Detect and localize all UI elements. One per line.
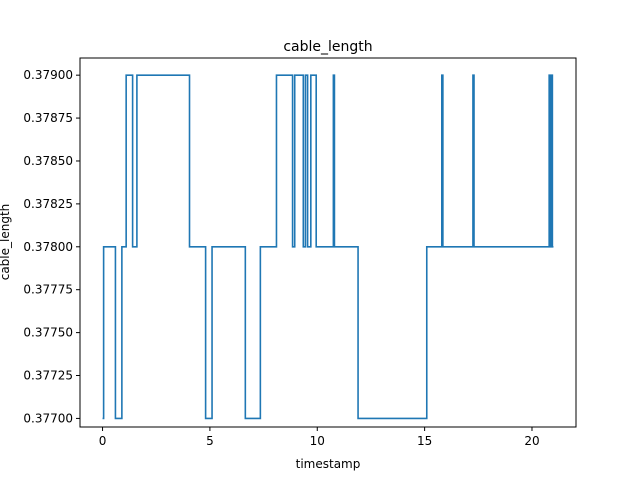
y-tick-label: 0.37750 [23,326,73,340]
y-tick-label: 0.37800 [23,240,73,254]
chart-title: cable_length [283,39,372,55]
y-axis-label: cable_length [0,204,12,281]
y-axis-ticks: 0.37700 0.37725 0.37750 0.37775 0.37800 0.378… [23,68,80,425]
y-tick-label: 0.37850 [23,154,73,168]
y-tick-label: 0.37775 [23,283,73,297]
x-tick-label: 5 [206,434,214,448]
series-line [102,74,554,420]
x-axis-ticks: 0 5 10 15 20 [99,427,540,448]
x-tick-label: 10 [310,434,325,448]
y-tick-label: 0.37725 [23,369,73,383]
x-axis-label: timestamp [296,457,361,471]
plot-area [102,74,554,420]
x-tick-label: 0 [99,434,107,448]
y-tick-label: 0.37825 [23,197,73,211]
x-tick-label: 20 [524,434,539,448]
y-tick-label: 0.37900 [23,68,73,82]
y-tick-label: 0.37875 [23,111,73,125]
x-tick-label: 15 [417,434,432,448]
y-tick-label: 0.37700 [23,411,73,425]
axes-frame [79,57,577,428]
